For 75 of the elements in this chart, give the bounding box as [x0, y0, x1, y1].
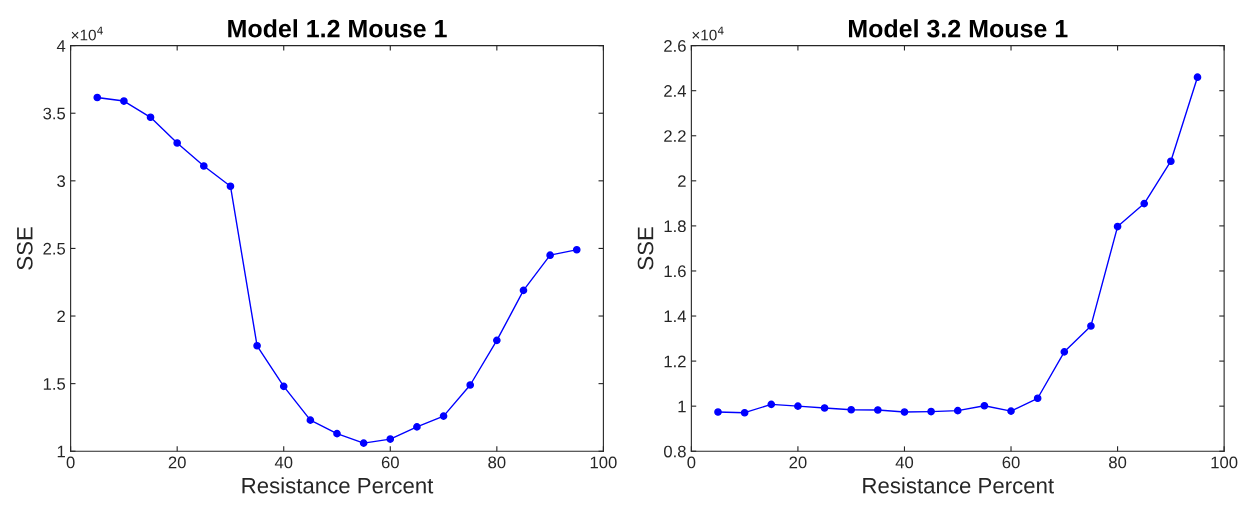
y-tick-label: 4 — [56, 40, 66, 52]
x-tick-label: 0 — [66, 456, 75, 469]
point — [226, 182, 235, 191]
point — [359, 439, 368, 447]
x-tick-label: 100 — [590, 456, 617, 469]
point — [980, 401, 989, 410]
point — [279, 382, 288, 391]
y-tick-label: 2 — [57, 310, 65, 323]
y-axis-title: SSE — [637, 227, 654, 270]
point — [306, 416, 315, 424]
point — [1033, 394, 1042, 403]
y-tick-label: 1.6 — [664, 265, 686, 278]
y-tick-label: 1.4 — [664, 310, 687, 323]
y-tick-label: 2.5 — [43, 242, 66, 255]
text: ×10$^{4}$ — [692, 26, 724, 41]
x-tick-label: 60 — [1002, 456, 1020, 469]
point — [767, 400, 776, 409]
point — [439, 412, 448, 420]
chart-title: Model 1.2 Mouse 1 — [228, 19, 447, 38]
y-tick-label: 3.5 — [43, 107, 66, 120]
point — [253, 341, 261, 350]
point — [1060, 348, 1069, 356]
text: ×10$^{4}$ — [71, 26, 103, 41]
y-tick-label: 1 — [57, 445, 65, 458]
point — [546, 251, 554, 260]
point — [1007, 407, 1015, 415]
x-axis-title: Resistance Percent — [242, 477, 434, 494]
point — [146, 113, 155, 122]
y-tick-label: 1 — [678, 400, 686, 413]
point — [1087, 322, 1095, 330]
point — [714, 408, 722, 416]
point — [927, 407, 935, 416]
y-tick-label: 1.8 — [664, 220, 686, 233]
point — [794, 402, 802, 410]
point — [120, 97, 128, 105]
y-tick-label: 0.8 — [663, 445, 686, 458]
point — [953, 406, 962, 415]
point — [413, 423, 421, 431]
x-tick-label: 80 — [1109, 456, 1127, 469]
y-tick-label: 1.2 — [664, 355, 686, 368]
point — [1167, 157, 1175, 166]
point — [820, 404, 829, 412]
point — [466, 381, 475, 389]
point — [519, 286, 528, 295]
y-tick-label: 2.2 — [664, 130, 686, 142]
y-tick-label: 2.6 — [664, 40, 686, 52]
point — [493, 336, 501, 345]
x-tick-label: 60 — [381, 456, 399, 469]
x-tick-label: 20 — [789, 456, 807, 469]
x-tick-label: 40 — [274, 456, 293, 469]
point — [740, 408, 749, 417]
y-tick-label: 1.5 — [43, 378, 66, 390]
point — [1113, 222, 1122, 231]
x-tick-label: 100 — [1211, 456, 1238, 469]
x-axis-title: Resistance Percent — [863, 477, 1054, 494]
point — [1193, 73, 1202, 81]
point — [333, 429, 341, 438]
y-tick-label: 2.4 — [664, 85, 687, 97]
y-tick-label: 3 — [57, 175, 66, 188]
x-tick-label: 80 — [488, 456, 506, 469]
x-tick-label: 0 — [687, 456, 696, 469]
point — [386, 435, 395, 443]
x-tick-label: 40 — [895, 456, 914, 469]
point — [1140, 199, 1149, 208]
point — [199, 162, 208, 170]
point — [173, 139, 181, 147]
x-tick-label: 20 — [168, 456, 186, 469]
point — [572, 245, 581, 254]
chart-title: Model 3.2 Mouse 1 — [848, 19, 1068, 38]
point — [847, 405, 856, 414]
point — [93, 93, 102, 102]
y-tick-label: 2 — [678, 175, 686, 187]
point — [900, 408, 909, 416]
point — [874, 406, 882, 414]
y-axis-title: SSE — [16, 227, 33, 270]
